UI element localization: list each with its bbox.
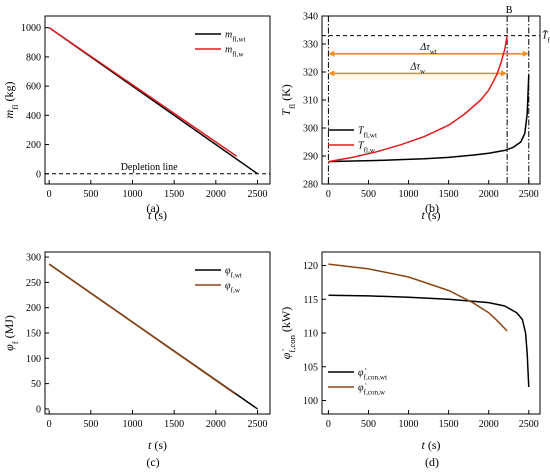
x-axis-label: t (s) <box>148 208 167 222</box>
reference-line-label: Depletion line <box>121 162 178 173</box>
series-line-2 <box>328 263 508 332</box>
legend-label: mfl,w <box>225 45 244 59</box>
y-tick-label: 280 <box>303 180 318 191</box>
chart-panel-b: 0 500 1000 1500 2000 2500 280 290 300 310 320 330 34… <box>279 5 550 222</box>
series-line-1 <box>328 74 530 163</box>
x-axis-label: t (s) <box>421 438 440 452</box>
y-tick-label: 290 <box>303 152 318 163</box>
legend-label: φ̇f,con,w <box>358 383 386 397</box>
x-tick-label: 2000 <box>206 419 226 430</box>
x-tick-label: 1500 <box>439 189 459 200</box>
y-tick-label: 105 <box>303 362 318 373</box>
y-axis-label: φ̇f,con (kW) <box>279 307 297 359</box>
y-tick-label: 120 <box>303 261 318 272</box>
y-axis-label: Tfl (K) <box>279 84 297 116</box>
arrowhead <box>522 50 529 57</box>
legend-label: φ̇f,con,wt <box>358 368 387 382</box>
series-line-2 <box>328 35 508 163</box>
series-line-2 <box>48 27 238 157</box>
x-tick-label: 500 <box>83 189 98 200</box>
y-tick-label: 1000 <box>21 23 41 34</box>
x-tick-label: 1500 <box>439 419 459 430</box>
y-tick-label: 100 <box>26 354 41 365</box>
panel-label: (a) <box>146 201 159 215</box>
x-tick-label: 0 <box>326 189 331 200</box>
legend-label: φf,w <box>225 281 241 295</box>
y-tick-label: 300 <box>303 124 318 135</box>
x-tick-label: 0 <box>47 419 52 430</box>
y-tick-label: 330 <box>303 40 318 51</box>
legend-label: mfl,wt <box>225 30 246 44</box>
x-tick-label: 1000 <box>399 189 419 200</box>
y-tick-label: 300 <box>26 253 41 264</box>
x-tick-label: 2500 <box>248 189 268 200</box>
x-tick-label: 0 <box>326 419 331 430</box>
x-tick-label: 500 <box>361 419 376 430</box>
x-tick-label: 2000 <box>479 419 499 430</box>
y-tick-label: 100 <box>303 396 318 407</box>
x-tick-label: 2500 <box>519 419 539 430</box>
x-tick-label: 0 <box>47 189 52 200</box>
y-tick-label: 340 <box>303 12 318 23</box>
arrowhead <box>501 70 508 77</box>
y-tick-label: 250 <box>26 278 41 289</box>
x-tick-label: 1500 <box>164 419 184 430</box>
legend-label: Tfl,wt <box>358 126 377 140</box>
point-label: B <box>506 5 513 16</box>
x-tick-label: 1000 <box>399 419 419 430</box>
legend-label: Tfl,w <box>358 141 376 155</box>
y-tick-label: 200 <box>26 140 41 151</box>
x-tick-label: 500 <box>83 419 98 430</box>
chart-panel-a: 0 500 1000 1500 2000 2500 0 200 400 600 800 1000 t (… <box>2 15 271 222</box>
chart-panel-c: 0 500 1000 1500 2000 2500 0 50 100 150 200 250 300 t … <box>2 251 271 469</box>
x-tick-label: 2500 <box>248 419 268 430</box>
x-tick-label: 1000 <box>123 419 143 430</box>
x-axis-label: t (s) <box>148 438 167 452</box>
legend-label: φf,wt <box>225 266 242 280</box>
panel-label: (c) <box>146 455 159 469</box>
y-tick-label: 310 <box>303 96 318 107</box>
x-tick-label: 2000 <box>479 189 499 200</box>
interval-label: Δτw <box>410 61 426 75</box>
x-tick-label: 1500 <box>164 189 184 200</box>
series-line-2 <box>48 263 236 395</box>
y-tick-label: 150 <box>26 329 41 340</box>
plot-frame <box>321 251 541 415</box>
y-tick-label: 320 <box>303 68 318 79</box>
y-axis-label: φf (MJ) <box>2 315 20 351</box>
y-tick-label: 110 <box>303 329 318 340</box>
arrowhead <box>328 70 335 77</box>
panel-label: (d) <box>425 455 439 469</box>
y-axis-label: mfl (kg) <box>2 82 20 119</box>
y-tick-label: 50 <box>31 379 41 390</box>
arrowhead <box>328 50 335 57</box>
y-tick-label: 600 <box>26 82 41 93</box>
y-tick-label: 800 <box>26 52 41 63</box>
x-tick-label: 500 <box>361 189 376 200</box>
y-tick-label: 0 <box>36 169 41 180</box>
chart-panel-d: 0 500 1000 1500 2000 2500 100 105 110 115 120 t (s)… <box>279 251 541 469</box>
x-axis-label: t (s) <box>421 208 440 222</box>
interval-label: Δτwt <box>419 42 437 56</box>
x-tick-label: 1000 <box>123 189 143 200</box>
plot-frame <box>44 15 271 185</box>
y-tick-label: 115 <box>303 295 318 306</box>
panel-label: (b) <box>425 201 439 215</box>
x-tick-label: 2500 <box>519 189 539 200</box>
y-tick-label: 0 <box>36 404 41 415</box>
reference-line-label: T̄fl <box>542 30 550 45</box>
series-line-1 <box>328 294 530 388</box>
y-tick-label: 400 <box>26 111 41 122</box>
y-tick-label: 200 <box>26 303 41 314</box>
x-tick-label: 2000 <box>206 189 226 200</box>
